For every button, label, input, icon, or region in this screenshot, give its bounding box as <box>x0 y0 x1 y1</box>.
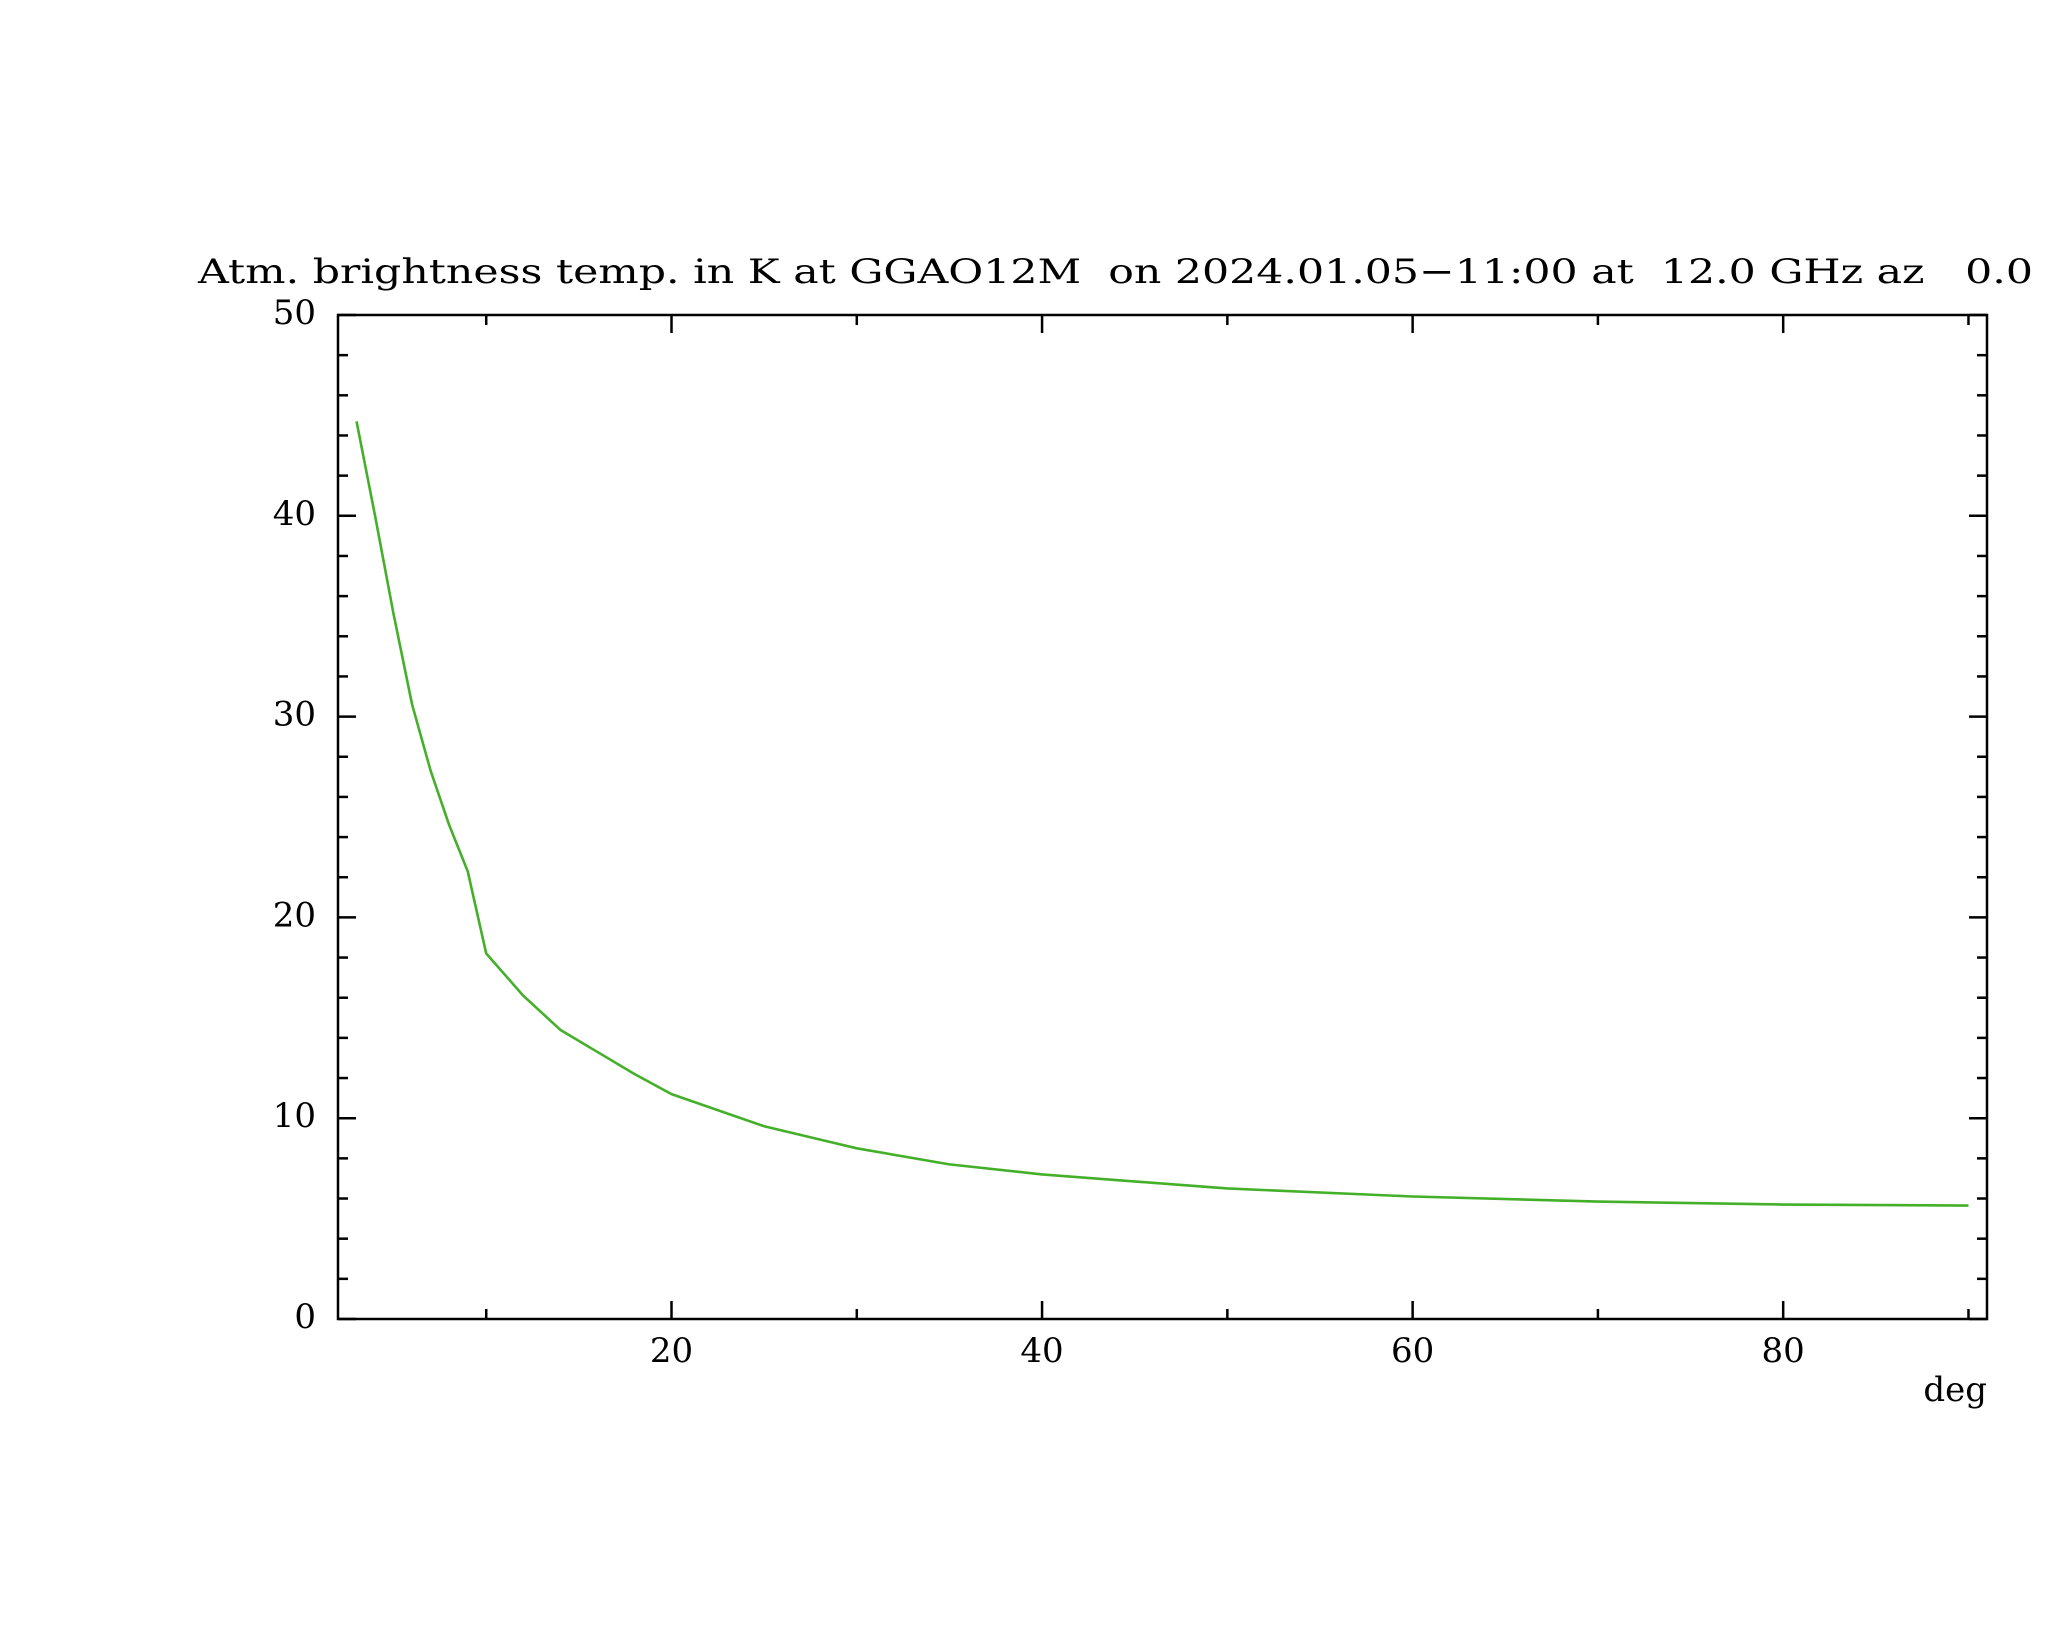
data-line <box>355 421 1969 1207</box>
plot-frame <box>336 313 1989 1321</box>
x-axis-label: deg <box>1923 1370 1987 1410</box>
y-tick-label: 40 <box>273 494 316 534</box>
x-tick-label: 20 <box>650 1331 693 1371</box>
x-tick-label: 80 <box>1762 1331 1805 1371</box>
y-tick-label: 30 <box>273 695 316 735</box>
x-tick-label: 60 <box>1391 1331 1434 1371</box>
y-tick-label: 20 <box>273 895 316 935</box>
y-tick-label: 0 <box>294 1297 316 1337</box>
y-tick-label: 10 <box>273 1096 316 1136</box>
chart-title: Atm. brightness temp. in K at GGAO12M on… <box>197 252 2033 292</box>
x-tick-label: 40 <box>1020 1331 1063 1371</box>
y-tick-label: 50 <box>273 293 316 333</box>
